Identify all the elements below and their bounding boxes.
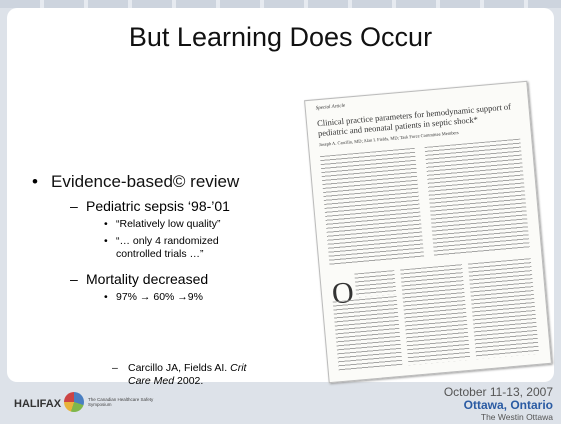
event-city: Ottawa, Ontario [444,399,553,412]
logo-caption: The Canadian Healthcare Safety Symposium [88,397,158,407]
sub-bullet-text: Mortality decreased [86,271,208,287]
article-image: Special Article Clinical practice parame… [304,81,552,383]
citation-authors: Carcillo JA, Fields AI. [128,362,227,374]
article-section: Special Article [316,104,346,112]
text-column [354,270,396,297]
citation-year: 2002. [177,375,203,387]
sub-sub-list: “Relatively low quality” “… only 4 rando… [104,218,239,261]
event-venue: The Westin Ottawa [444,412,553,422]
sub-sub-bullet: “Relatively low quality” [104,218,239,231]
text-column [333,296,403,371]
text-column [320,148,424,266]
top-stripes [0,0,561,8]
sub-sub-bullet: “… only 4 randomized controlled trials …… [104,235,239,261]
text-column [400,264,470,365]
slide-page: But Learning Does Occur Evidence-based© … [0,0,561,424]
logo-emblem [64,392,84,412]
citation: Carcillo JA, Fields AI. Crit Care Med 20… [112,362,263,388]
sub-bullet: Mortality decreased 97% → 60% →9% [70,271,300,304]
sub-list: Pediatric sepsis ‘98-’01 “Relatively low… [70,198,300,304]
sub-sub-bullet: 97% → 60% →9% [104,291,239,304]
slide-title: But Learning Does Occur [0,22,561,53]
text-column [425,139,530,257]
bullet-text: Evidence-based© review [51,172,239,191]
bullet-list: Evidence-based© review Pediatric sepsis … [30,172,300,304]
sub-bullet: Pediatric sepsis ‘98-’01 “Relatively low… [70,198,300,261]
sub-sub-list: 97% → 60% →9% [104,291,239,304]
text-column [468,258,539,359]
footer-event: October 11-13, 2007 Ottawa, Ontario The … [444,386,553,422]
bullet: Evidence-based© review Pediatric sepsis … [30,172,300,304]
sub-bullet-text: Pediatric sepsis ‘98-’01 [86,198,230,214]
footer-logo: HALIFAX [14,398,61,410]
